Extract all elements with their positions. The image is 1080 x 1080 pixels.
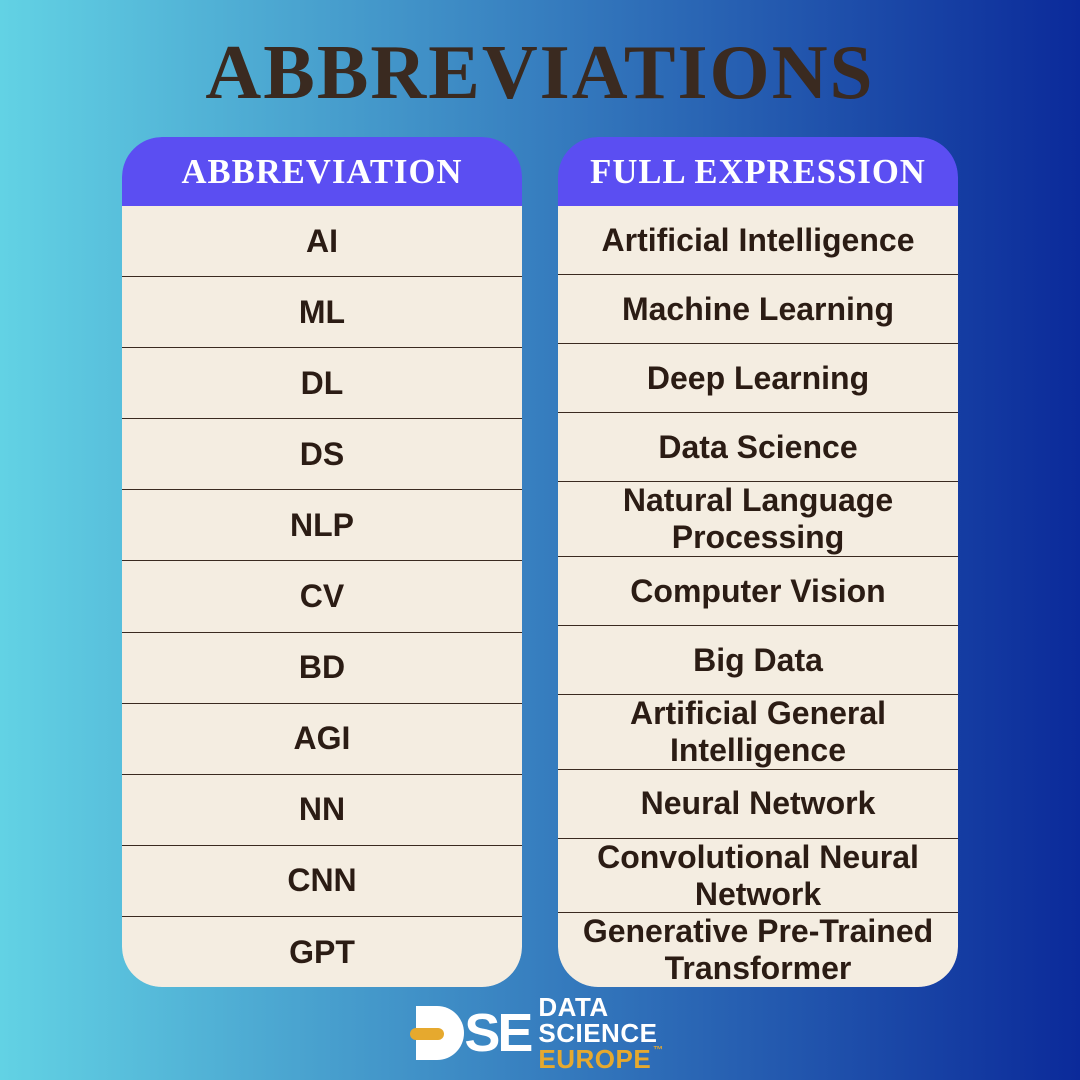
content-root: ABBREVIATIONS ABBREVIATION AIMLDLDSNLPCV… <box>0 0 1080 1080</box>
logo-text: DATA SCIENCE EUROPE™ <box>538 994 663 1072</box>
abbr-cell: CNN <box>122 845 522 916</box>
logo-tm: ™ <box>653 1045 664 1056</box>
abbr-cell: NLP <box>122 489 522 560</box>
abbreviation-card: ABBREVIATION AIMLDLDSNLPCVBDAGINNCNNGPT <box>122 137 522 987</box>
full-cell: Convolutional Neural Network <box>558 838 958 913</box>
abbreviation-body: AIMLDLDSNLPCVBDAGINNCNNGPT <box>122 206 522 987</box>
logo-line-3: EUROPE™ <box>538 1046 663 1072</box>
abbr-cell: BD <box>122 632 522 703</box>
abbr-cell: NN <box>122 774 522 845</box>
abbr-cell: GPT <box>122 916 522 987</box>
expression-card: FULL EXPRESSION Artificial IntelligenceM… <box>558 137 958 987</box>
abbr-cell: AI <box>122 206 522 276</box>
abbreviation-header: ABBREVIATION <box>122 137 522 206</box>
logo-line-3-text: EUROPE <box>538 1044 651 1074</box>
page-title: ABBREVIATIONS <box>205 28 874 117</box>
full-cell: Deep Learning <box>558 343 958 412</box>
expression-body: Artificial IntelligenceMachine LearningD… <box>558 206 958 987</box>
full-cell: Data Science <box>558 412 958 481</box>
logo-line-2: SCIENCE <box>538 1020 663 1046</box>
abbr-cell: DS <box>122 418 522 489</box>
abbr-cell: DL <box>122 347 522 418</box>
full-cell: Computer Vision <box>558 556 958 625</box>
logo-d-icon <box>416 1006 464 1060</box>
full-cell: Generative Pre-Trained Transformer <box>558 912 958 987</box>
logo-mark-letters: SE <box>464 1006 530 1060</box>
logo-line-1: DATA <box>538 994 663 1020</box>
full-cell: Natural Language Processing <box>558 481 958 556</box>
abbr-cell: CV <box>122 560 522 631</box>
full-cell: Big Data <box>558 625 958 694</box>
full-cell: Machine Learning <box>558 274 958 343</box>
columns-container: ABBREVIATION AIMLDLDSNLPCVBDAGINNCNNGPT … <box>0 137 1080 987</box>
abbr-cell: ML <box>122 276 522 347</box>
footer-logo: SE DATA SCIENCE EUROPE™ <box>0 994 1080 1072</box>
abbr-cell: AGI <box>122 703 522 774</box>
expression-header: FULL EXPRESSION <box>558 137 958 206</box>
logo-mark: SE <box>416 1006 530 1060</box>
full-cell: Artificial General Intelligence <box>558 694 958 769</box>
full-cell: Artificial Intelligence <box>558 206 958 274</box>
full-cell: Neural Network <box>558 769 958 838</box>
